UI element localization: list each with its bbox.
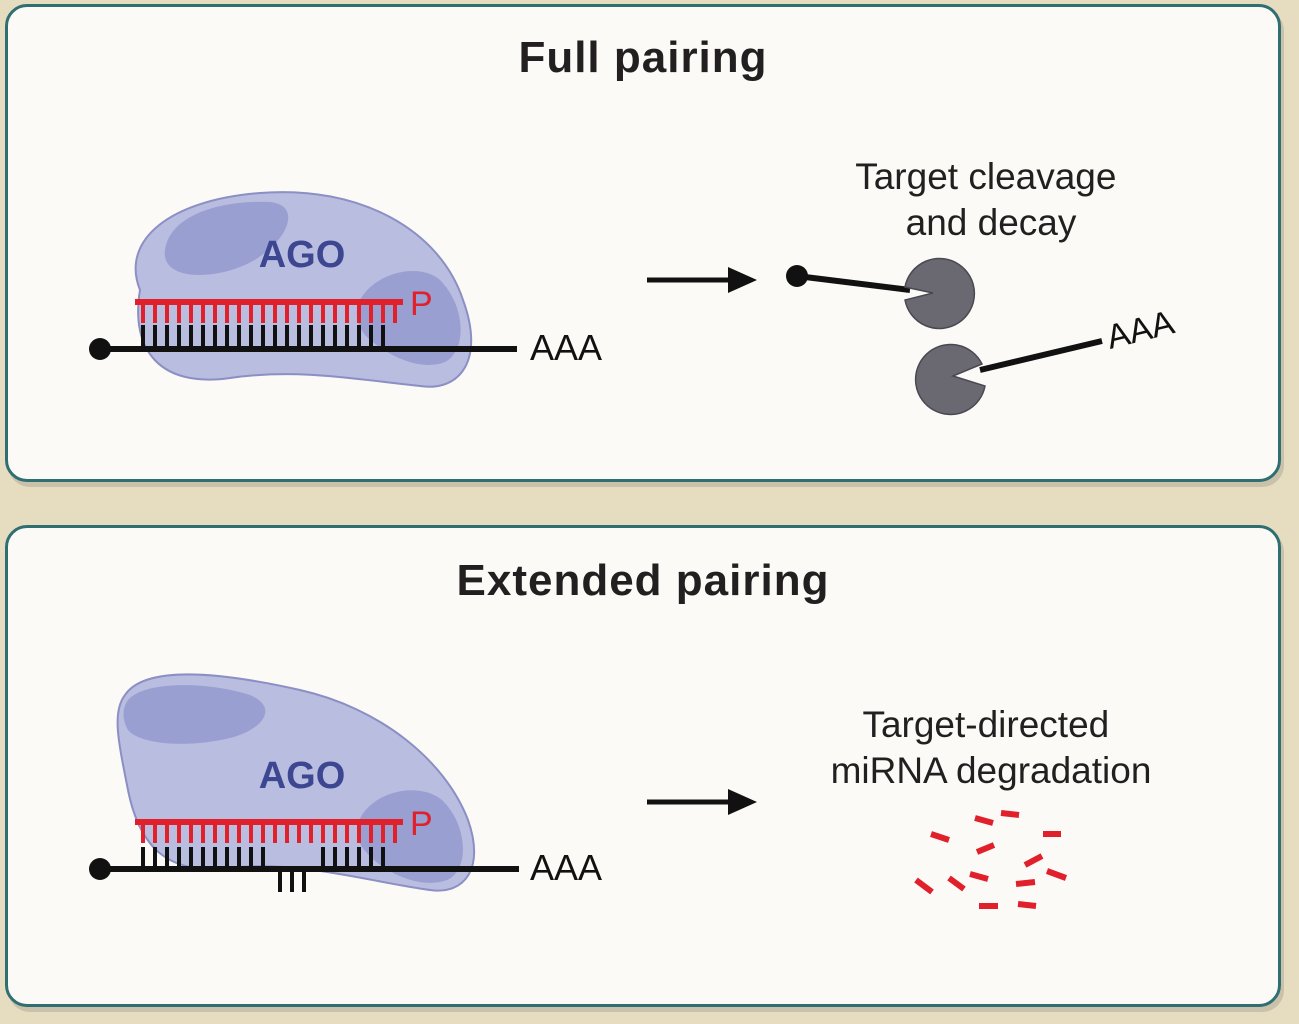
exonuclease-pacman-icon bbox=[904, 257, 976, 330]
cap-dot-icon bbox=[89, 338, 111, 360]
mirna-fragment-icon bbox=[975, 842, 996, 855]
panel-title: Full pairing bbox=[518, 33, 768, 82]
cleaved-fragment-3prime: AAA bbox=[979, 303, 1179, 373]
mirna-strand: P bbox=[135, 285, 433, 323]
ago-domain-left bbox=[164, 201, 289, 275]
fragment-polya-label: AAA bbox=[1103, 303, 1179, 356]
arrow-right-icon bbox=[647, 267, 757, 293]
ago-complex-top: AGO P bbox=[89, 191, 602, 388]
mirna-fragment-icon bbox=[974, 815, 994, 826]
mirna-fragment-icon bbox=[930, 831, 950, 843]
polya-label: AAA bbox=[530, 847, 602, 888]
arrow-right-icon bbox=[647, 789, 757, 815]
phosphate-label: P bbox=[410, 285, 433, 323]
mirna-fragment-icon bbox=[1015, 879, 1036, 887]
target-mrna: AAA bbox=[89, 325, 602, 368]
mirna-fragment-icon bbox=[1045, 868, 1068, 881]
outcome-label: Target cleavage and decay bbox=[855, 156, 1127, 243]
mirna-fragment-icon bbox=[969, 871, 989, 882]
mirna-fragment-icon bbox=[914, 877, 934, 895]
ago-label: AGO bbox=[259, 234, 346, 276]
mirna-fragment-icon bbox=[1000, 810, 1020, 818]
mirna-strand: P bbox=[135, 805, 433, 843]
phosphate-label: P bbox=[410, 805, 433, 843]
cap-dot-icon bbox=[786, 265, 808, 287]
outcome-label: Target-directed miRNA degradation bbox=[831, 704, 1152, 791]
mirna-fragments bbox=[914, 810, 1068, 909]
ago-complex-bottom: AGO P bbox=[89, 673, 602, 892]
mirna-fragment-icon bbox=[947, 875, 966, 892]
exonuclease-pacman-icon bbox=[914, 343, 986, 416]
polya-label: AAA bbox=[530, 327, 602, 368]
ago-label: AGO bbox=[259, 755, 346, 797]
panel-title: Extended pairing bbox=[456, 556, 830, 605]
cap-dot-icon bbox=[89, 858, 111, 880]
target-mrna: AAA bbox=[89, 847, 602, 892]
mirna-fragment-icon bbox=[1023, 853, 1044, 868]
ago-domain-left bbox=[123, 685, 266, 744]
mirna-fragment-icon bbox=[1017, 901, 1037, 909]
cleaved-fragment-5prime bbox=[786, 265, 911, 293]
bulge-loop bbox=[278, 871, 306, 892]
